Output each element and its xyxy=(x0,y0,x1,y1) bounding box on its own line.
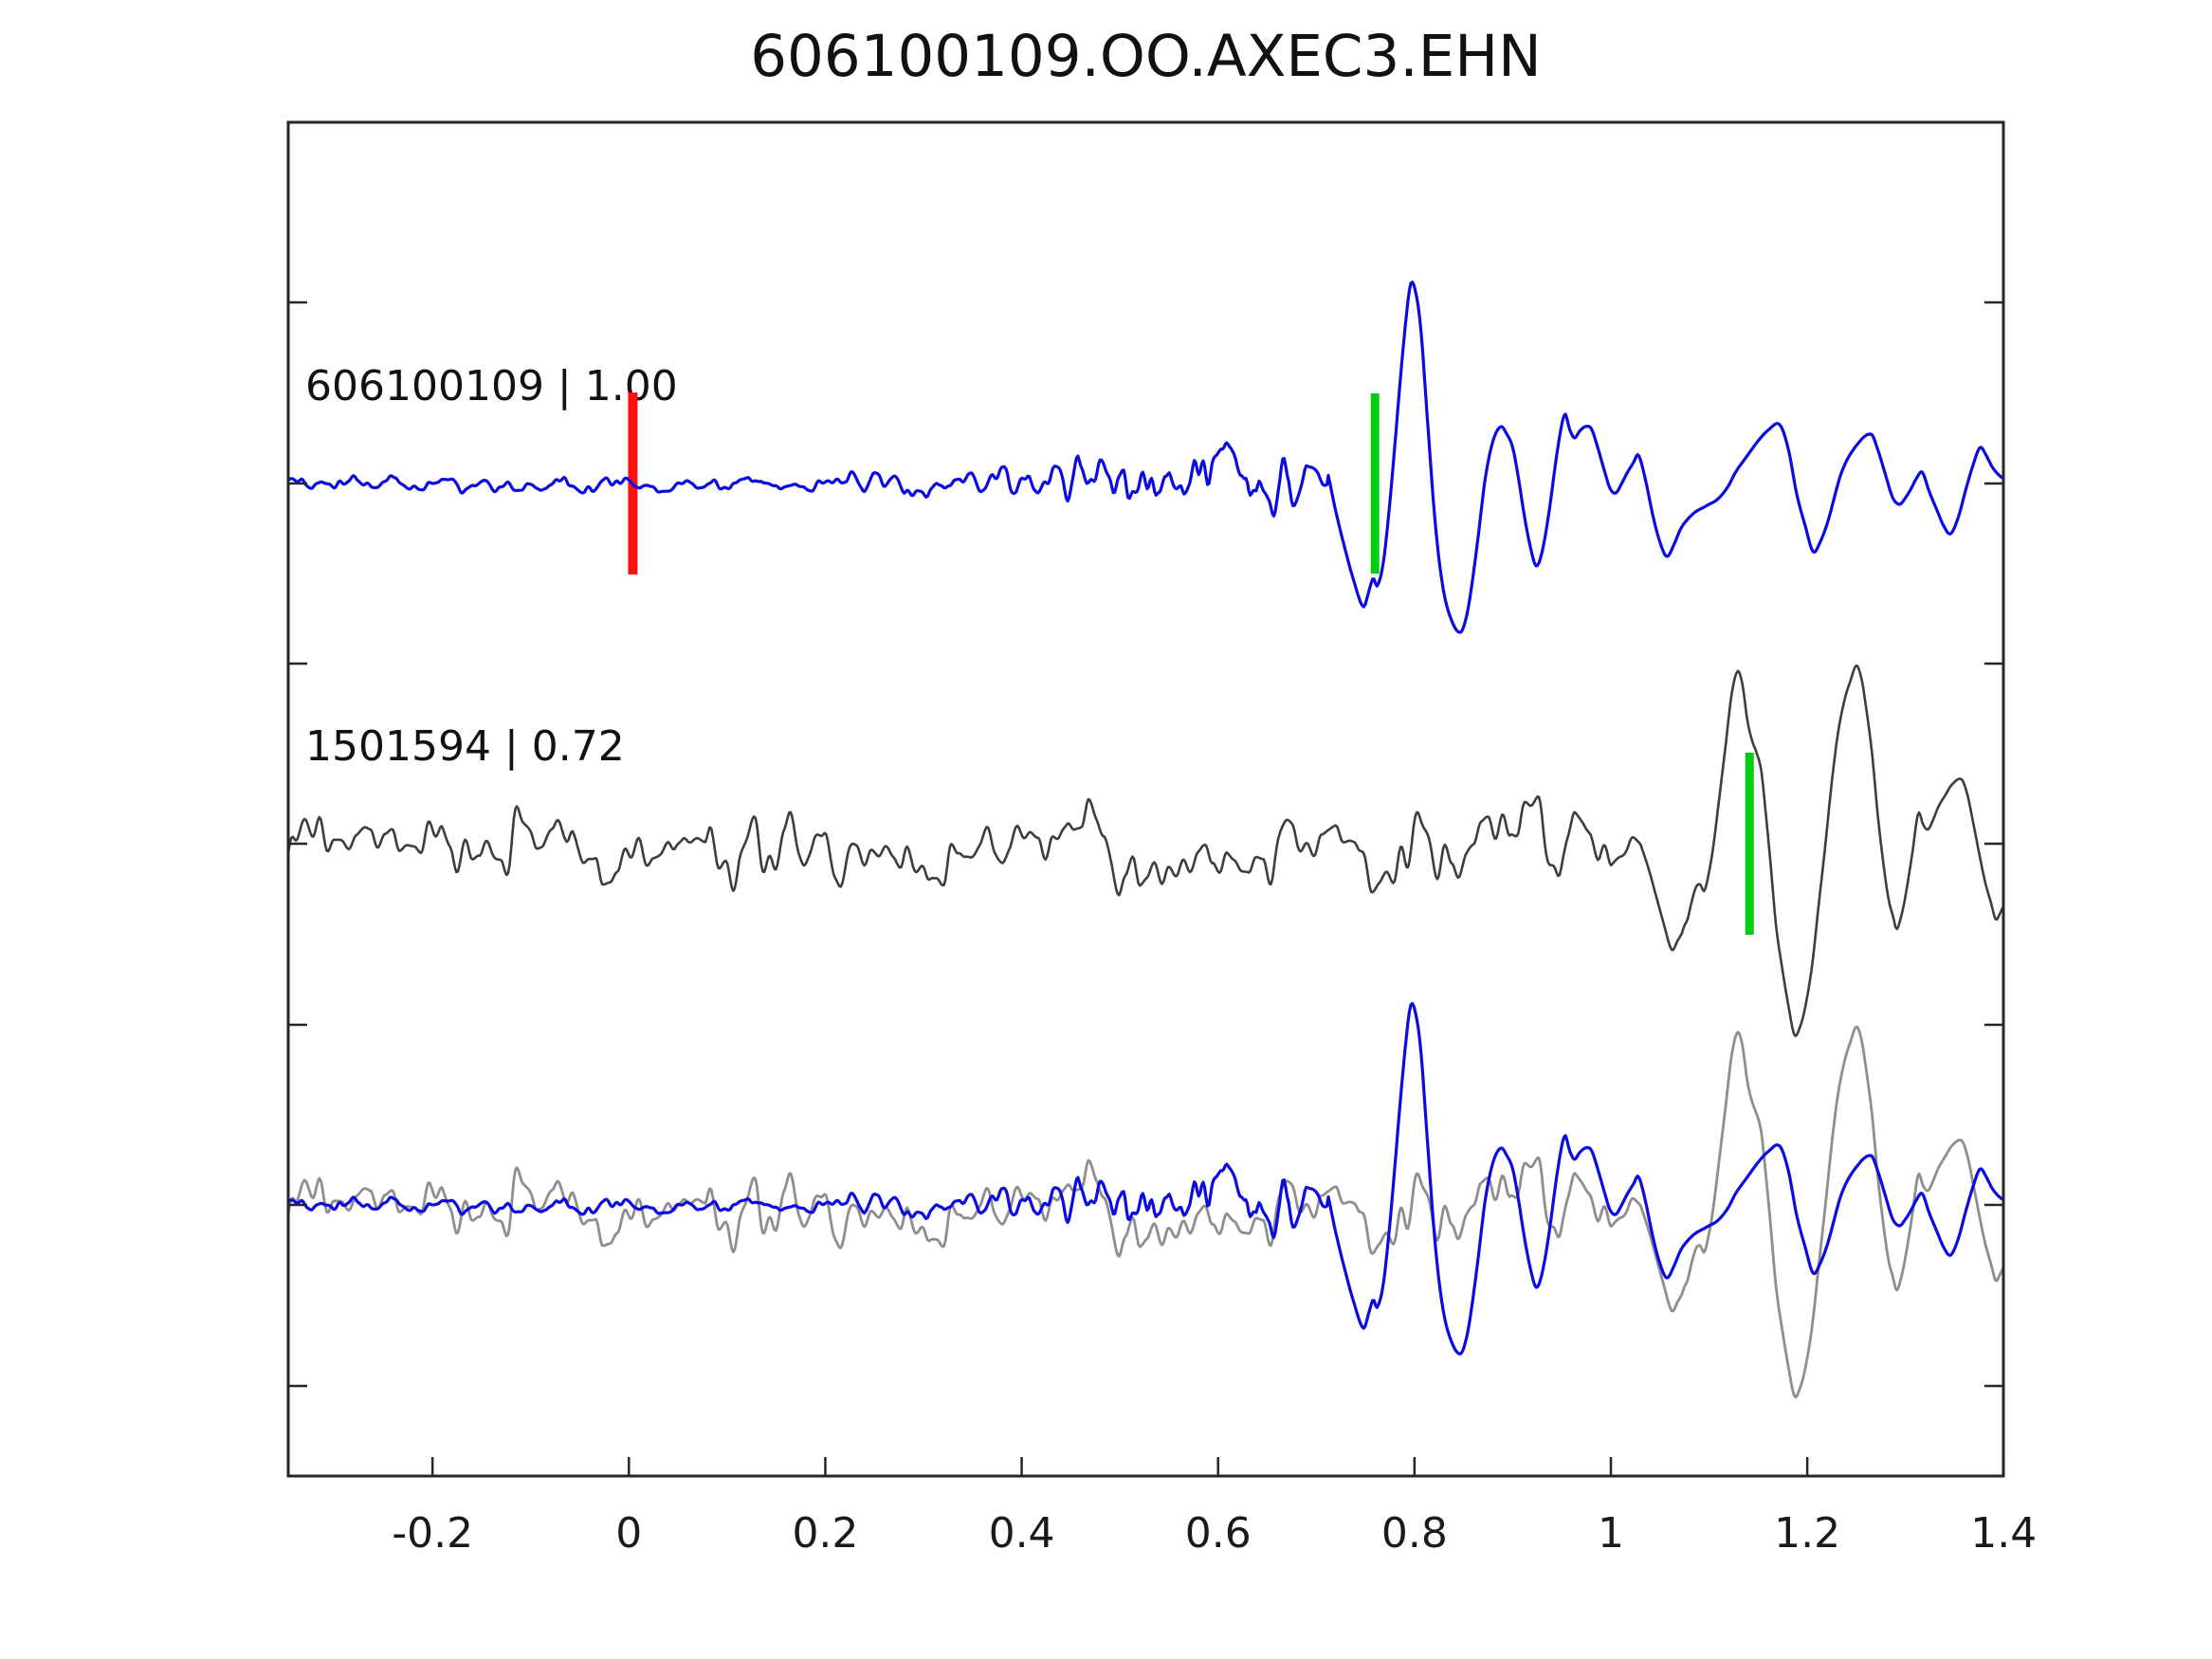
x-tick-label: -0.2 xyxy=(392,1509,473,1558)
template-trace-label: 606100109 | 1.00 xyxy=(305,362,678,410)
x-tick-label: 0.4 xyxy=(989,1509,1055,1558)
axes-box xyxy=(286,120,2005,1478)
x-tick-label: 1 xyxy=(1598,1509,1624,1558)
x-tick-label: 0.8 xyxy=(1381,1509,1448,1558)
x-tick-label: 1.2 xyxy=(1774,1509,1840,1558)
detection-trace xyxy=(288,664,2003,1038)
overlay-template-trace xyxy=(288,1001,2003,1356)
detection-trace-label: 1501594 | 0.72 xyxy=(305,722,625,771)
overlay-detection-trace xyxy=(288,1025,2003,1399)
x-tick-label: 0.6 xyxy=(1185,1509,1252,1558)
x-tick-label: 0 xyxy=(615,1509,642,1558)
template-trace xyxy=(288,281,2003,634)
x-tick-label: 0.2 xyxy=(792,1509,858,1558)
x-tick-label: 1.4 xyxy=(1970,1509,2037,1558)
figure-title: 606100109.OO.AXEC3.EHN xyxy=(750,23,1542,90)
